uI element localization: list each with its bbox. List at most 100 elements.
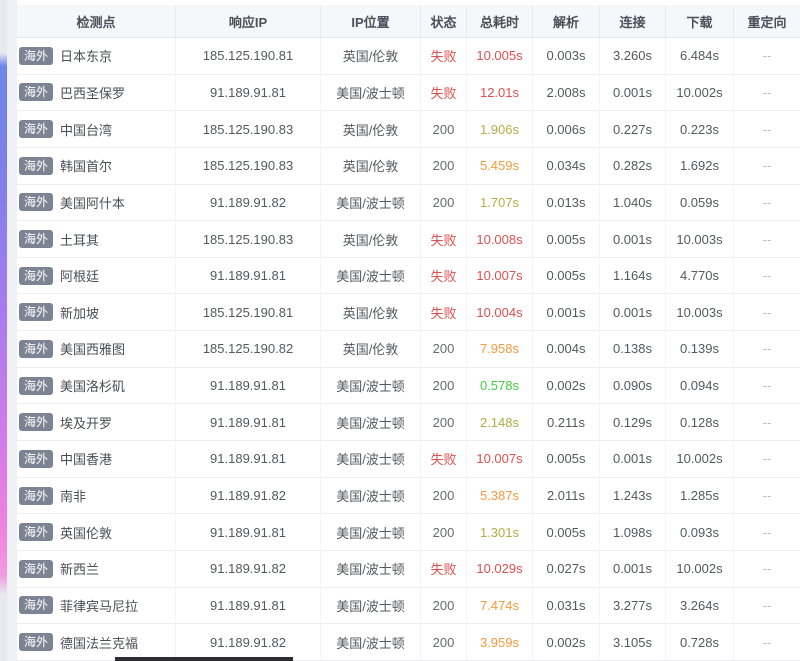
status-value: 失败 [421, 221, 467, 257]
node-cell: 海外 埃及开罗 [17, 404, 176, 441]
redirect-value: -- [762, 158, 772, 174]
response-ip: 91.189.91.81 [176, 514, 321, 550]
column-header-location[interactable]: IP位置 [321, 5, 421, 37]
redirect-value: -- [762, 524, 772, 540]
download-time-value: 0.094s [666, 367, 734, 404]
column-header-parse[interactable]: 解析 [533, 5, 600, 37]
ip-location: 美国/波士顿 [321, 477, 421, 514]
node-name: 埃及开罗 [60, 415, 113, 431]
status-value: 失败 [421, 74, 467, 111]
connect-time-value: 3.260s [600, 38, 666, 74]
redirect-value: -- [762, 597, 772, 613]
parse-time-value: 0.005s [533, 221, 600, 257]
node-cell: 海外 土耳其 [17, 221, 176, 257]
connect-time-value: 0.001s [600, 221, 666, 257]
column-header-total[interactable]: 总耗时 [467, 5, 533, 37]
table-header-row: 检测点 响应IP IP位置 状态 总耗时 解析 连接 下载 重定向 [17, 5, 800, 38]
connect-time-value: 0.090s [600, 367, 666, 404]
node-name: 南非 [60, 489, 87, 504]
parse-time-value: 2.008s [533, 74, 600, 111]
column-header-node[interactable]: 检测点 [17, 5, 176, 37]
response-ip: 91.189.91.82 [176, 184, 321, 221]
ip-location: 美国/波士顿 [321, 367, 421, 404]
parse-time-value: 0.031s [533, 587, 600, 624]
ip-location: 美国/波士顿 [321, 441, 421, 477]
table-row: 海外 阿根廷 91.189.91.81 美国/波士顿 失败 10.007s 0.005s 1.… [17, 257, 800, 295]
total-time-value: 10.005s [467, 38, 533, 74]
status-value: 失败 [421, 550, 467, 587]
download-time-value: 10.003s [666, 221, 734, 257]
status-value: 失败 [421, 257, 467, 294]
connect-time-value: 1.040s [600, 184, 666, 221]
table-row: 海外 中国台湾 185.125.190.83 英国/伦敦 200 1.906s 0.006s… [17, 111, 800, 148]
status-value: 200 [421, 477, 467, 514]
table-row: 海外 土耳其 185.125.190.83 英国/伦敦 失败 10.008s 0.005s 0… [17, 221, 800, 258]
ip-location: 美国/波士顿 [321, 184, 421, 221]
node-name: 美国洛杉矶 [60, 379, 126, 395]
table-row: 海外 美国西雅图 185.125.190.82 英国/伦敦 200 7.958s 0.004… [17, 331, 800, 368]
overseas-badge: 海外 [19, 193, 54, 212]
download-time-value: 0.223s [666, 111, 734, 147]
node-name: 英国伦敦 [60, 525, 113, 541]
column-header-connect[interactable]: 连接 [600, 5, 666, 37]
node-cell: 海外 阿根廷 [17, 257, 176, 294]
redirect-value: -- [762, 414, 772, 430]
download-time-value: 3.264s [666, 587, 734, 624]
redirect-value: -- [762, 341, 772, 357]
speedtest-results-table: 检测点 响应IP IP位置 状态 总耗时 解析 连接 下载 重定向 海外 日本东京 185.125.… [17, 0, 800, 661]
overseas-badge: 海外 [19, 376, 54, 395]
node-name: 韩国首尔 [60, 159, 113, 175]
overseas-badge: 海外 [19, 486, 54, 505]
status-value: 200 [421, 367, 467, 404]
response-ip: 185.125.190.82 [176, 331, 321, 367]
ip-location: 美国/波士顿 [321, 550, 421, 587]
download-time-value: 0.728s [666, 624, 734, 660]
total-time-value: 7.474s [467, 587, 533, 624]
node-name: 菲律宾马尼拉 [60, 598, 139, 614]
table-row: 海外 巴西圣保罗 91.189.91.81 美国/波士顿 失败 12.01s 2.008s 0… [17, 74, 800, 112]
parse-time-value: 0.002s [533, 367, 600, 404]
node-cell: 海外 南非 [17, 477, 176, 514]
ip-location: 美国/波士顿 [321, 587, 421, 624]
column-header-ip[interactable]: 响应IP [176, 5, 321, 37]
status-value: 200 [421, 404, 467, 441]
parse-time-value: 0.005s [533, 514, 600, 550]
status-value: 200 [421, 184, 467, 221]
node-cell: 海外 日本东京 [17, 38, 176, 74]
status-value: 200 [421, 587, 467, 624]
node-cell: 海外 美国西雅图 [17, 331, 176, 367]
table-row: 海外 日本东京 185.125.190.81 英国/伦敦 失败 10.005s 0.003s… [17, 38, 800, 75]
node-name: 美国西雅图 [60, 342, 126, 358]
ip-location: 英国/伦敦 [321, 294, 421, 331]
node-name: 阿根廷 [60, 269, 100, 285]
connect-time-value: 0.227s [600, 111, 666, 147]
status-value: 200 [421, 514, 467, 550]
parse-time-value: 0.005s [533, 441, 600, 477]
column-header-redirect[interactable]: 重定向 [747, 14, 787, 30]
overseas-badge: 海外 [19, 230, 54, 249]
node-cell: 海外 美国洛杉矶 [17, 367, 176, 404]
total-time-value: 12.01s [467, 74, 533, 111]
total-time-value: 10.007s [467, 257, 533, 294]
download-time-value: 1.285s [666, 477, 734, 514]
redirect-value: -- [762, 304, 772, 320]
redirect-value: -- [762, 121, 772, 137]
table-row: 海外 韩国首尔 185.125.190.83 英国/伦敦 200 5.459s 0.034s… [17, 147, 800, 185]
table-row: 海外 中国香港 91.189.91.81 美国/波士顿 失败 10.007s 0.005s 0… [17, 441, 800, 478]
horizontal-scrollbar-thumb[interactable] [115, 657, 293, 661]
column-header-status[interactable]: 状态 [421, 5, 467, 37]
response-ip: 91.189.91.82 [176, 477, 321, 514]
ip-location: 英国/伦敦 [321, 221, 421, 257]
status-value: 失败 [421, 294, 467, 331]
overseas-badge: 海外 [19, 83, 54, 102]
ip-location: 美国/波士顿 [321, 257, 421, 294]
left-gradient-accent [0, 0, 7, 661]
ip-location: 美国/波士顿 [321, 74, 421, 111]
download-time-value: 0.139s [666, 331, 734, 367]
node-cell: 海外 新西兰 [17, 550, 176, 587]
download-time-value: 0.059s [666, 184, 734, 221]
column-header-download[interactable]: 下载 [666, 5, 734, 37]
node-name: 中国台湾 [60, 122, 113, 138]
table-row: 海外 美国洛杉矶 91.189.91.81 美国/波士顿 200 0.578s 0.002s… [17, 367, 800, 405]
redirect-value: -- [762, 451, 772, 467]
